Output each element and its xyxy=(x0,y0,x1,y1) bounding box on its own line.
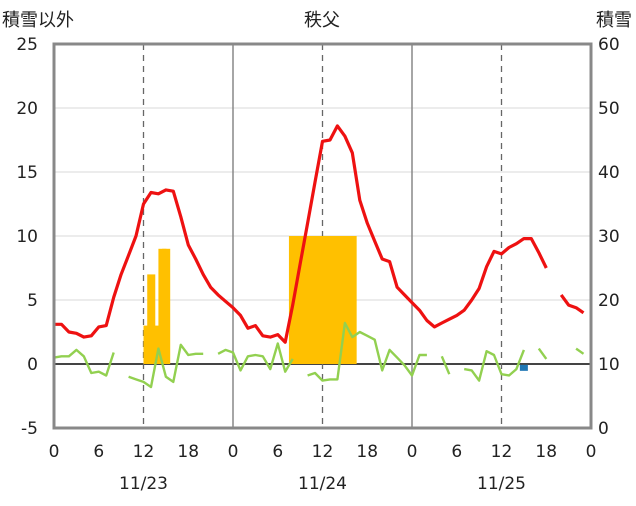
x-tick-label: 6 xyxy=(451,442,462,462)
wind-line xyxy=(217,342,294,373)
wind-line xyxy=(128,343,204,389)
plot-border xyxy=(52,42,593,430)
left-tick-label: 0 xyxy=(27,355,38,375)
wind-line xyxy=(537,347,548,360)
x-tick-label: 12 xyxy=(491,442,513,462)
right-axis-label: 積雪 xyxy=(596,10,632,31)
precip-type-marker xyxy=(519,364,528,371)
wind-line xyxy=(307,321,427,382)
right-tick-label: 0 xyxy=(598,419,609,439)
x-tick-label: 18 xyxy=(177,442,199,462)
date-label: 11/25 xyxy=(477,474,526,494)
right-tick-label: 30 xyxy=(598,227,620,247)
right-tick-label: 10 xyxy=(598,355,620,375)
precip-bar xyxy=(162,248,171,364)
left-tick-label: -5 xyxy=(21,419,38,439)
precip-bar xyxy=(303,236,312,364)
temperature-line xyxy=(54,124,548,344)
right-tick-label: 20 xyxy=(598,291,620,311)
x-tick-label: 6 xyxy=(93,442,104,462)
wind-line xyxy=(53,348,115,377)
wind-line xyxy=(440,355,451,375)
left-tick-label: 25 xyxy=(16,35,38,55)
wind-line xyxy=(463,349,526,382)
x-tick-label: 0 xyxy=(49,442,60,462)
precip-bar xyxy=(348,236,357,364)
left-tick-label: 20 xyxy=(16,99,38,119)
x-tick-label: 0 xyxy=(586,442,597,462)
left-tick-label: 10 xyxy=(16,227,38,247)
left-tick-label: 15 xyxy=(16,163,38,183)
precip-bar xyxy=(341,236,350,364)
x-tick-label: 0 xyxy=(228,442,239,462)
precip-bar xyxy=(150,325,160,364)
date-label: 11/24 xyxy=(298,474,347,494)
precip-bars xyxy=(143,236,357,364)
precip-bar xyxy=(311,236,320,364)
right-tick-label: 50 xyxy=(598,99,620,119)
x-tick-label: 12 xyxy=(133,442,155,462)
x-tick-label: 18 xyxy=(535,442,557,462)
chart-title: 秩父 xyxy=(304,10,340,31)
precip-bar xyxy=(147,274,156,364)
x-tick-label: 6 xyxy=(272,442,283,462)
precip-bar xyxy=(318,236,327,364)
markers xyxy=(519,364,528,371)
precip-bar xyxy=(296,236,305,364)
left-tick-label: 5 xyxy=(27,291,38,311)
x-tick-label: 18 xyxy=(356,442,378,462)
left-axis-label: 積雪以外 xyxy=(2,10,74,31)
right-tick-label: 60 xyxy=(598,35,620,55)
x-tick-label: 12 xyxy=(312,442,334,462)
temperature-line xyxy=(559,293,585,315)
precip-bar xyxy=(326,236,335,364)
precip-bar xyxy=(333,236,342,364)
x-tick-label: 0 xyxy=(407,442,418,462)
wind-line xyxy=(575,347,585,355)
right-tick-label: 40 xyxy=(598,163,620,183)
series-lines xyxy=(53,124,585,389)
date-label: 11/23 xyxy=(119,474,168,494)
plot-frame xyxy=(52,42,593,430)
